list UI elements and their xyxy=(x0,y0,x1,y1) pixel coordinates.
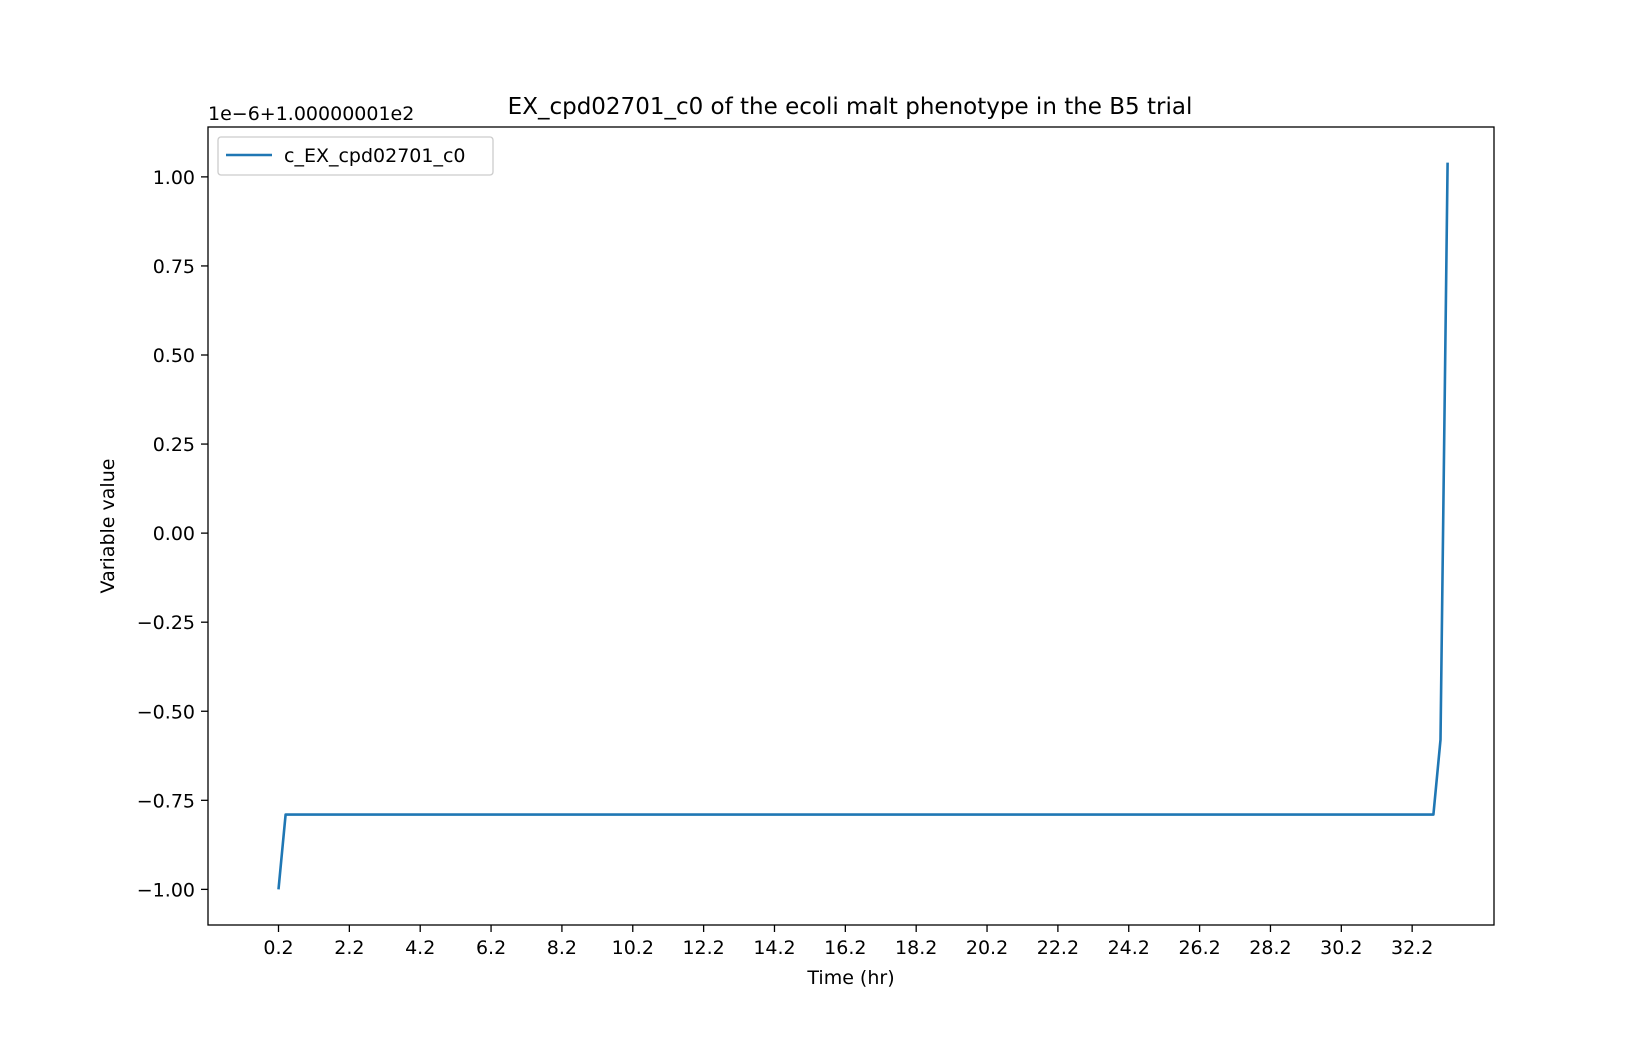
legend-box xyxy=(217,136,494,176)
y-axis-label: Variable value xyxy=(97,459,119,594)
x-tick-label: 16.2 xyxy=(824,937,866,959)
y-tick-label: 0.50 xyxy=(153,345,195,367)
x-axis-label: Time (hr) xyxy=(806,967,894,989)
x-tick-label: 20.2 xyxy=(966,937,1008,959)
y-tick-label: 0.75 xyxy=(153,256,195,278)
x-tick-label: 12.2 xyxy=(682,937,724,959)
y-tick-label: 0.25 xyxy=(153,434,195,456)
y-tick-label: 0.00 xyxy=(153,523,195,545)
y-tick-label: −0.50 xyxy=(137,701,195,723)
x-tick-label: 24.2 xyxy=(1108,937,1150,959)
x-tick-label: 28.2 xyxy=(1249,937,1291,959)
x-tick-label: 32.2 xyxy=(1391,937,1433,959)
x-tick-label: 6.2 xyxy=(476,937,506,959)
x-tick-label: 18.2 xyxy=(895,937,937,959)
y-tick-label: −1.00 xyxy=(137,879,195,901)
x-tick-label: 30.2 xyxy=(1320,937,1362,959)
x-tick-label: 26.2 xyxy=(1178,937,1220,959)
x-tick-label: 10.2 xyxy=(612,937,654,959)
x-tick-label: 8.2 xyxy=(547,937,577,959)
y-tick-label: −0.75 xyxy=(137,790,195,812)
chart-title: EX_cpd02701_c0 of the ecoli malt phenoty… xyxy=(508,94,1193,120)
legend-label-c-ex-cpd02701-c0: c_EX_cpd02701_c0 xyxy=(284,145,466,167)
series-line-0 xyxy=(277,162,1449,890)
plot-frame xyxy=(207,126,1495,926)
legend: c_EX_cpd02701_c0 xyxy=(217,136,494,176)
x-tick-label: 4.2 xyxy=(405,937,435,959)
x-tick-label: 22.2 xyxy=(1037,937,1079,959)
y-tick-label: 1.00 xyxy=(153,167,195,189)
data-layer xyxy=(277,162,1449,890)
y-axis-offset-text: 1e−6+1.00000001e2 xyxy=(208,103,414,125)
y-tick-label: −0.25 xyxy=(137,612,195,634)
x-tick-label: 2.2 xyxy=(334,937,364,959)
y-axis: 1.00 0.75 0.50 0.25 0.00 −0.25 −0.50 −0.75 −1.00 xyxy=(137,167,208,901)
x-axis: 0.2 2.2 4.2 6.2 8.2 10.2 12.2 14.2 16.2 18.2 20.2 2… xyxy=(263,925,1433,959)
x-tick-label: 0.2 xyxy=(263,937,293,959)
plot-area xyxy=(208,127,1494,925)
x-tick-label: 14.2 xyxy=(753,937,795,959)
